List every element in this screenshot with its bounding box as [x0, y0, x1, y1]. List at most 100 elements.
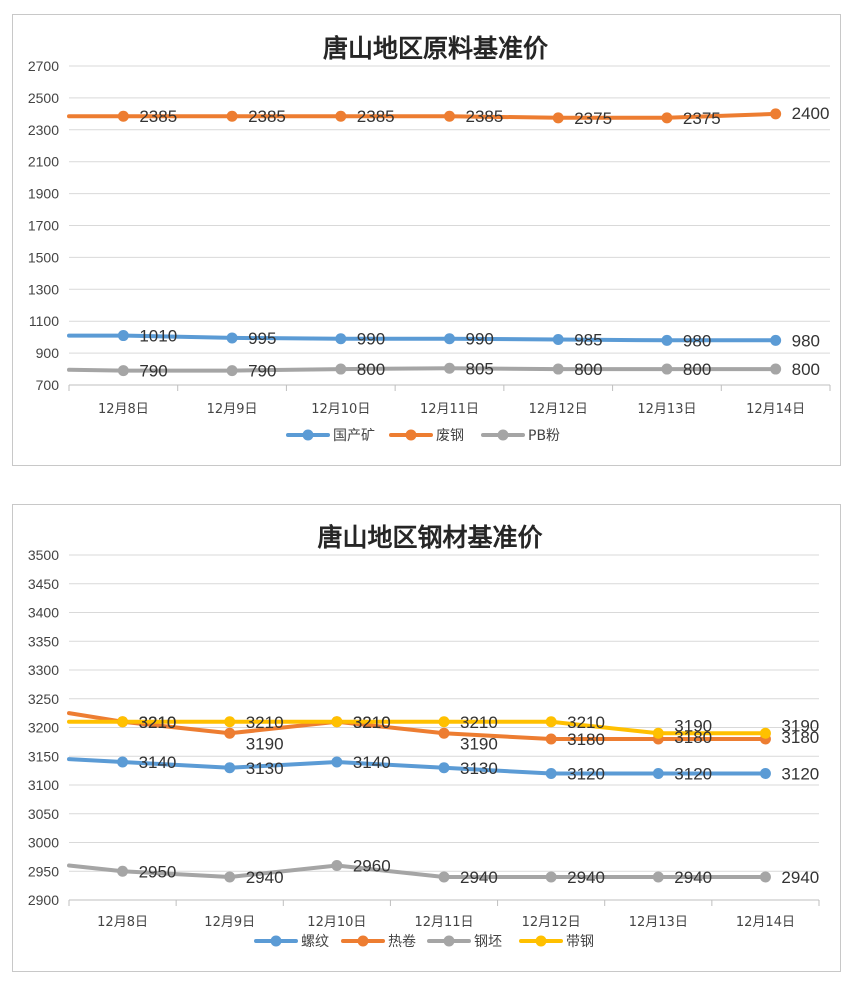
steel-line-chart: 唐山地区钢材基准价 2900 2950 3000 3050 3100 3150 3200 325… [28, 523, 820, 950]
chart-title: 唐山地区原料基准价 [323, 34, 549, 63]
data-point-marker [552, 112, 564, 124]
data-label: 2940 [460, 868, 498, 887]
data-point-marker [117, 330, 129, 342]
y-tick-label: 1500 [28, 249, 59, 265]
data-label: 3180 [781, 728, 819, 747]
data-label: 3130 [246, 759, 284, 778]
data-point-marker [438, 762, 450, 774]
x-tick-label: 12月10日 [307, 915, 366, 930]
x-tick-label: 12月14日 [736, 915, 795, 930]
data-label: 3130 [460, 759, 498, 778]
data-label: 1010 [139, 327, 177, 346]
data-point-marker [652, 768, 664, 779]
data-point-marker [224, 727, 236, 739]
data-label: 3210 [353, 713, 391, 732]
y-tick-label: 3450 [28, 576, 59, 592]
data-point-marker [545, 768, 557, 779]
data-label: 3210 [139, 713, 177, 732]
x-tick-label: 12月13日 [637, 402, 696, 417]
y-tick-label: 2900 [28, 892, 59, 908]
legend-label: PB粉 [528, 428, 560, 444]
y-tick-label: 3150 [28, 748, 59, 764]
data-label: 2400 [792, 104, 830, 123]
data-label: 800 [683, 360, 711, 379]
data-label: 2385 [466, 107, 504, 126]
y-tick-label: 1700 [28, 218, 59, 234]
legend-marker-3 [535, 935, 547, 947]
data-label: 2375 [574, 109, 612, 128]
legend-label: 带钢 [566, 934, 594, 950]
data-point-marker [331, 756, 343, 768]
data-label: 3210 [460, 713, 498, 732]
data-label: 995 [248, 329, 276, 348]
data-label: 790 [248, 362, 276, 381]
y-tick-label: 1300 [28, 281, 59, 297]
y-tick-label: 2500 [28, 90, 59, 106]
data-point-marker [335, 363, 347, 375]
chart-title: 唐山地区钢材基准价 [317, 523, 543, 552]
data-label: 3120 [567, 765, 605, 784]
data-point-marker [661, 334, 673, 346]
legend-label: 螺纹 [301, 934, 329, 950]
x-tick-label: 12月10日 [311, 402, 370, 417]
y-tick-label: 3500 [28, 547, 59, 563]
x-tick-label: 12月14日 [746, 402, 805, 417]
data-label: 3120 [781, 765, 819, 784]
raw-materials-line-chart: 唐山地区原料基准价 700 900 1100 1300 1500 1700 1900 2100 2… [28, 34, 831, 444]
data-label: 2940 [781, 868, 819, 887]
y-tick-label: 3400 [28, 605, 59, 621]
data-point-marker [770, 363, 782, 375]
data-label: 800 [357, 360, 385, 379]
legend-label: 钢坯 [474, 934, 502, 950]
data-label: 2375 [683, 109, 721, 128]
data-label: 3180 [567, 730, 605, 749]
data-point-marker [224, 716, 236, 728]
chart-panel-steel: 唐山地区钢材基准价 2900 2950 3000 3050 3100 3150 3200 325… [12, 504, 841, 972]
chart-panel-raw-materials: 唐山地区原料基准价 700 900 1100 1300 1500 1700 1900 2100 2… [12, 14, 841, 466]
data-point-marker [770, 108, 782, 120]
data-point-marker [117, 365, 129, 377]
data-label: 3190 [460, 734, 498, 753]
data-label: 3180 [674, 728, 712, 747]
data-point-marker [224, 871, 236, 883]
data-label: 990 [466, 330, 494, 349]
data-point-marker [545, 733, 557, 745]
data-point-marker [759, 871, 771, 883]
y-tick-label: 2100 [28, 154, 59, 170]
x-tick-label: 12月9日 [204, 915, 255, 930]
y-tick-label: 700 [36, 377, 60, 393]
data-label: 3210 [139, 713, 177, 732]
y-tick-label: 3100 [28, 777, 59, 793]
data-point-marker [438, 716, 450, 728]
data-point-marker [661, 363, 673, 375]
data-point-marker [331, 716, 343, 728]
data-point-marker [224, 762, 236, 774]
x-tick-label: 12月8日 [98, 402, 149, 417]
data-point-marker [335, 333, 347, 345]
data-point-marker [552, 334, 564, 346]
data-label: 2950 [139, 862, 177, 881]
data-point-marker [759, 768, 771, 779]
series-line-0 [67, 757, 768, 776]
series-line-1 [67, 111, 778, 120]
data-label: 990 [357, 330, 385, 349]
series-line-2 [67, 366, 778, 373]
data-label: 3140 [139, 753, 177, 772]
data-point-marker [438, 871, 450, 883]
y-tick-label: 2300 [28, 122, 59, 138]
data-label: 3210 [353, 713, 391, 732]
legend-label: 热卷 [388, 934, 416, 950]
data-label: 985 [574, 331, 602, 350]
data-label: 790 [139, 362, 167, 381]
data-label: 2385 [139, 107, 177, 126]
data-point-marker [444, 110, 455, 122]
y-tick-label: 1900 [28, 186, 59, 202]
legend-label: 国产矿 [333, 428, 375, 444]
data-label: 980 [683, 331, 711, 350]
y-tick-label: 3000 [28, 835, 59, 851]
data-point-marker [117, 110, 129, 122]
y-tick-label: 3350 [28, 633, 59, 649]
x-tick-label: 12月11日 [414, 915, 473, 930]
y-tick-label: 3200 [28, 720, 59, 736]
data-point-marker [444, 362, 455, 374]
